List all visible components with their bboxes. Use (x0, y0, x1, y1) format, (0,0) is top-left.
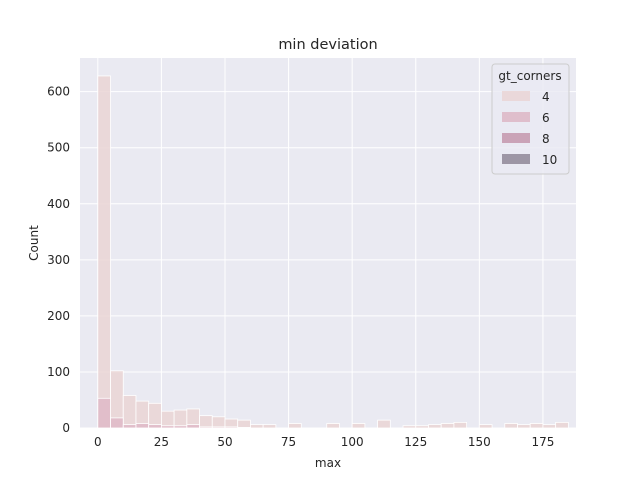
histogram-bar-gt6 (186, 424, 200, 429)
histogram-bar-gt4 (428, 424, 442, 429)
y-tick-label: 100 (47, 365, 70, 379)
histogram-bar-gt4 (377, 419, 391, 429)
y-tick-label: 400 (47, 197, 70, 211)
legend-swatch-6 (502, 112, 530, 122)
histogram-bar-gt6 (135, 423, 150, 429)
legend-swatch-4 (502, 91, 530, 101)
histogram-bar-gt4 (517, 424, 531, 429)
histogram-bar-gt6 (173, 425, 188, 429)
x-tick-label: 150 (468, 435, 491, 449)
histogram-bar-gt4 (555, 421, 569, 429)
histogram-bar-gt4 (250, 424, 264, 429)
y-tick-label: 300 (47, 253, 70, 267)
legend-label-10: 10 (542, 153, 557, 167)
y-axis-ticks: 0 100 200 300 400 500 600 (47, 85, 70, 435)
histogram-bar-gt6 (110, 417, 124, 429)
y-tick-label: 500 (47, 141, 70, 155)
histogram-bar-gt4 (478, 424, 493, 429)
histogram-bar-gt4 (199, 415, 213, 429)
histogram-bar-gt4 (262, 424, 277, 429)
histogram-bar-gt6 (148, 424, 162, 429)
histogram-bar-gt6 (122, 424, 137, 429)
x-axis-ticks: 0 25 50 75 100 125 150 175 (94, 435, 554, 449)
x-tick-label: 50 (217, 435, 232, 449)
histogram-bar-gt4 (351, 423, 366, 429)
x-tick-label: 175 (531, 435, 554, 449)
legend-label-6: 6 (542, 111, 550, 125)
histogram-bar-gt4 (237, 419, 251, 429)
histogram-bar-gt4 (211, 416, 226, 429)
histogram-bar-gt4 (529, 423, 544, 429)
histogram-bar-gt6 (237, 427, 251, 429)
y-tick-label: 200 (47, 309, 70, 323)
histogram-bar-gt4 (453, 421, 468, 429)
x-tick-label: 0 (94, 435, 102, 449)
histogram-bar-gt4 (288, 423, 302, 429)
y-axis-title: Count (27, 225, 41, 261)
legend-swatch-10 (502, 154, 530, 164)
histogram-bar-gt4 (402, 425, 417, 429)
y-tick-label: 0 (62, 421, 70, 435)
chart-title: min deviation (278, 37, 377, 53)
histogram-bar-gt6 (224, 426, 239, 429)
histogram-bar-gt4 (415, 425, 429, 429)
histogram-bar-gt6 (211, 426, 226, 429)
histogram-bar-gt4 (542, 424, 557, 429)
histogram-bar-gt4 (173, 409, 188, 429)
legend-swatch-8 (502, 133, 530, 143)
histogram-bar-gt6 (199, 426, 213, 429)
histogram-bar-gt4 (97, 75, 111, 429)
x-tick-label: 100 (341, 435, 364, 449)
y-tick-label: 600 (47, 85, 70, 99)
histogram-bar-gt6 (160, 425, 175, 429)
x-axis-title: max (315, 456, 341, 470)
legend: gt_corners 4 6 8 10 (491, 63, 570, 175)
legend-label-4: 4 (542, 90, 550, 104)
x-tick-label: 75 (281, 435, 296, 449)
histogram-bar-gt4 (122, 395, 137, 429)
histogram-bar-gt4 (504, 423, 518, 429)
grid-lines (80, 58, 576, 429)
x-tick-label: 125 (404, 435, 427, 449)
legend-label-8: 8 (542, 132, 550, 146)
histogram-bar-gt4 (440, 423, 455, 429)
histogram-bar-gt4 (326, 423, 340, 429)
legend-title: gt_corners (498, 69, 561, 83)
histogram-bars (97, 75, 569, 429)
x-tick-label: 25 (154, 435, 169, 449)
histogram-bar-gt6 (97, 397, 111, 429)
